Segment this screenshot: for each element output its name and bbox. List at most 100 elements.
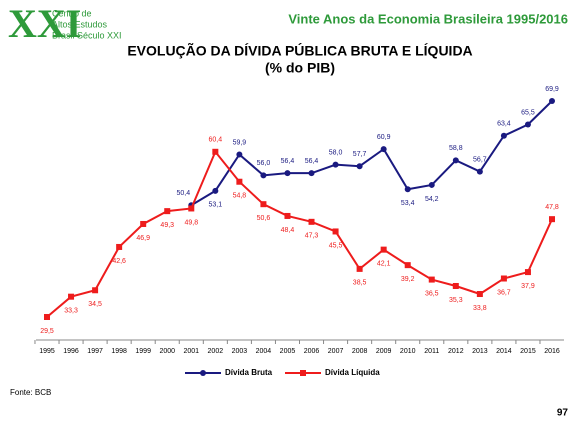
point [500, 275, 507, 282]
data-label: 63,4 [497, 121, 511, 128]
point [116, 243, 123, 250]
data-label: 45,5 [329, 242, 343, 249]
chart-subtitle: (% do PIB) [265, 60, 335, 76]
point [549, 216, 555, 223]
logo-mark: XXI [8, 1, 81, 46]
point [284, 212, 291, 219]
data-label: 36,5 [425, 290, 439, 297]
page-number: 97 [557, 408, 569, 419]
chart-title: EVOLUÇÃO DA DÍVIDA PÚBLICA BRUTA E LÍQUI… [127, 42, 472, 59]
x-tick-label: 2003 [232, 348, 248, 355]
data-label: 37,9 [521, 283, 535, 290]
point [308, 170, 315, 177]
data-label: 47,3 [305, 233, 319, 240]
x-tick-label: 1997 [87, 348, 103, 355]
x-tick-label: 2000 [159, 348, 175, 355]
point [164, 208, 171, 215]
point [524, 269, 531, 276]
data-label: 57,7 [353, 151, 367, 158]
x-tick-label: 1996 [63, 348, 79, 355]
data-label: 69,9 [545, 86, 559, 93]
point [356, 163, 363, 170]
point [356, 265, 363, 272]
point [428, 276, 435, 283]
x-tick-label: 2011 [424, 348, 439, 355]
point [404, 186, 411, 193]
data-label: 42,6 [112, 258, 126, 265]
x-tick-label: 2010 [400, 348, 416, 355]
data-label: 65,5 [521, 109, 535, 116]
point [236, 151, 243, 158]
point [404, 262, 411, 269]
data-label: 49,8 [184, 219, 198, 226]
point [44, 314, 50, 320]
x-tick-label: 2005 [280, 348, 296, 355]
data-label: 60,4 [209, 137, 223, 144]
point [308, 218, 315, 225]
x-tick-label: 2016 [544, 348, 560, 355]
logo-text: Altos Estudos [52, 19, 108, 29]
data-label: 47,8 [545, 204, 559, 211]
x-tick-label: 2008 [352, 348, 368, 355]
point [428, 181, 435, 188]
point [140, 220, 147, 227]
data-label: 58,8 [449, 145, 463, 152]
point [476, 291, 483, 298]
data-label: 54,2 [425, 196, 439, 203]
x-tick-label: 2006 [304, 348, 320, 355]
data-label: 46,9 [136, 235, 150, 242]
data-label: 56,4 [281, 158, 295, 165]
point [452, 157, 459, 164]
point [212, 187, 219, 194]
data-label: 33,3 [64, 308, 78, 315]
legend-marker [200, 370, 206, 376]
slide-title: Vinte Anos da Economia Brasileira 1995/2… [288, 11, 568, 26]
data-label: 33,8 [473, 305, 487, 312]
data-label: 59,9 [233, 139, 247, 146]
x-tick-label: 2013 [472, 348, 488, 355]
point [236, 178, 243, 185]
data-label: 53,1 [209, 202, 223, 209]
data-label: 42,1 [377, 260, 391, 267]
point [332, 161, 339, 168]
point [260, 201, 267, 208]
data-label: 36,7 [497, 289, 511, 296]
point [332, 228, 339, 235]
data-label: 49,3 [160, 222, 174, 229]
x-tick-label: 2004 [256, 348, 272, 355]
point [68, 293, 75, 300]
data-label: 56,0 [257, 160, 271, 167]
data-label: 35,3 [449, 297, 463, 304]
legend-label: Dívida Bruta [225, 368, 273, 377]
point [452, 282, 459, 289]
point [500, 132, 507, 139]
x-tick-label: 2012 [448, 348, 464, 355]
point [92, 287, 99, 294]
data-label: 29,5 [40, 328, 54, 335]
data-label: 60,9 [377, 134, 391, 141]
legend-label: Dívida Líquida [325, 368, 380, 377]
data-label: 53,4 [401, 200, 415, 207]
data-label: 54,8 [233, 193, 247, 200]
point [524, 121, 531, 128]
data-label: 50,4 [176, 190, 190, 197]
point [549, 98, 555, 104]
data-label: 50,6 [257, 215, 271, 222]
data-label: 56,7 [473, 156, 487, 163]
logo-text: Centro de [52, 8, 92, 18]
x-tick-label: 1998 [111, 348, 127, 355]
data-label: 58,0 [329, 149, 343, 156]
point [380, 246, 387, 253]
x-tick-label: 2015 [520, 348, 536, 355]
point [188, 205, 195, 212]
data-label: 34,5 [88, 301, 102, 308]
x-tick-label: 1999 [135, 348, 151, 355]
source: Fonte: BCB [10, 388, 51, 397]
legend-marker [300, 370, 306, 376]
x-tick-label: 1995 [39, 348, 55, 355]
series-line [190, 100, 553, 207]
series-line [46, 149, 553, 318]
data-label: 38,5 [353, 280, 367, 287]
